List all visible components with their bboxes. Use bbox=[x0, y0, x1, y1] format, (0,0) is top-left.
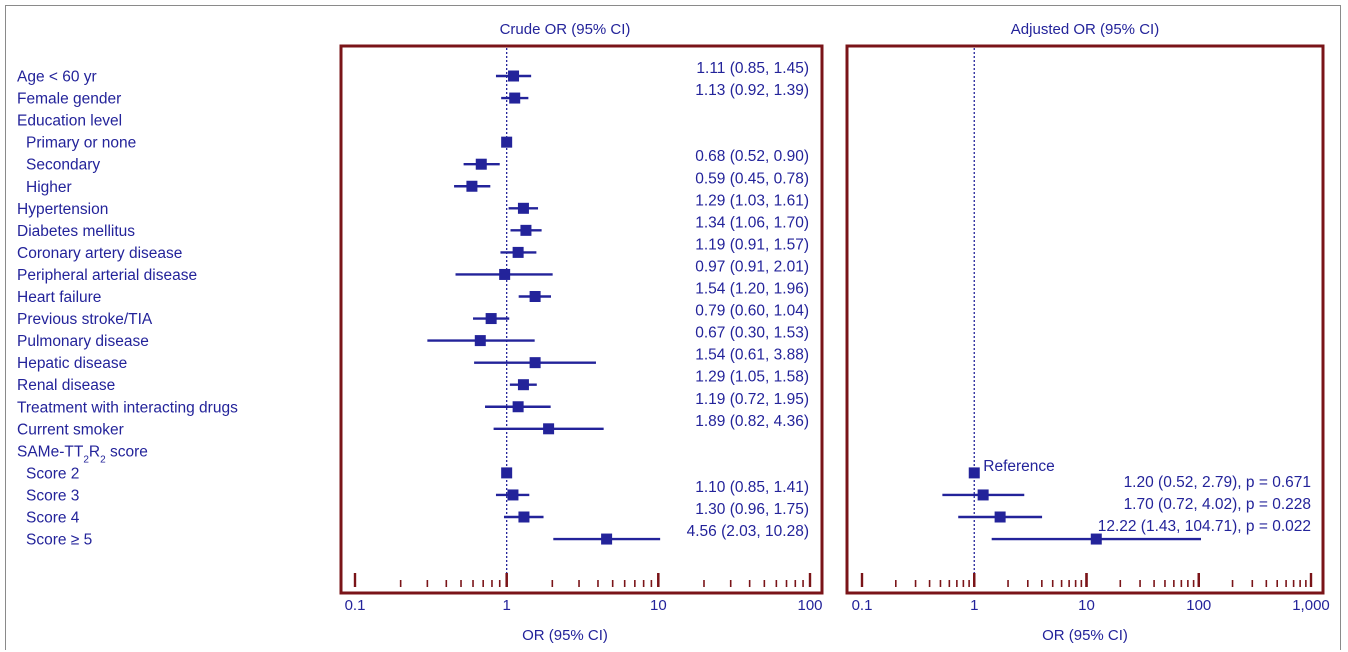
row-label-part: 2 bbox=[83, 454, 89, 465]
or-marker bbox=[994, 511, 1006, 523]
or-marker bbox=[968, 467, 980, 479]
x-tick-label: 0.1 bbox=[852, 597, 873, 614]
ci-value-label: 0.79 (0.60, 1.04) bbox=[695, 303, 809, 320]
ci-value-label: 0.67 (0.30, 1.53) bbox=[695, 325, 809, 342]
or-marker bbox=[517, 379, 529, 391]
or-marker bbox=[485, 313, 497, 325]
or-marker bbox=[977, 489, 989, 501]
ci-value-label: 1.30 (0.96, 1.75) bbox=[695, 501, 809, 518]
row-label: Score 2 bbox=[26, 465, 79, 482]
ci-value-label: 0.97 (0.91, 2.01) bbox=[695, 258, 809, 275]
x-tick-label: 10 bbox=[650, 597, 667, 614]
ci-value-label: 0.68 (0.52, 0.90) bbox=[695, 148, 809, 165]
panel-border bbox=[339, 44, 824, 595]
ci-value-label: 1.89 (0.82, 4.36) bbox=[695, 413, 809, 430]
or-marker bbox=[501, 467, 513, 479]
or-marker bbox=[543, 423, 555, 435]
row-label: Previous stroke/TIA bbox=[17, 311, 153, 328]
row-label: Education level bbox=[17, 113, 122, 130]
row-label: Score 4 bbox=[26, 510, 80, 527]
row-label: Score ≥ 5 bbox=[26, 532, 92, 549]
ci-value-label: 1.19 (0.91, 1.57) bbox=[695, 236, 809, 253]
ci-value-label: 1.29 (1.05, 1.58) bbox=[695, 369, 809, 386]
row-label: Coronary artery disease bbox=[17, 245, 182, 262]
panel-title: Crude OR (95% CI) bbox=[500, 21, 631, 38]
ci-value-label: 1.29 (1.03, 1.61) bbox=[695, 192, 809, 209]
row-label: Female gender bbox=[17, 91, 121, 108]
row-label: Heart failure bbox=[17, 289, 101, 306]
ci-value-label: 1.54 (1.20, 1.96) bbox=[695, 281, 809, 298]
panel-border bbox=[845, 44, 1325, 595]
row-label: Current smoker bbox=[17, 421, 124, 438]
ci-value-label: 1.10 (0.85, 1.41) bbox=[695, 479, 809, 496]
ci-value-label: 1.70 (0.72, 4.02), p = 0.228 bbox=[1124, 496, 1311, 513]
or-marker bbox=[499, 268, 511, 280]
panel-title: Adjusted OR (95% CI) bbox=[1011, 21, 1159, 38]
row-label: Secondary bbox=[26, 157, 100, 174]
x-tick-label: 1 bbox=[970, 597, 978, 614]
or-marker bbox=[475, 158, 487, 170]
row-label: Score 3 bbox=[26, 487, 79, 504]
x-tick-label: 10 bbox=[1078, 597, 1095, 614]
row-labels: Age < 60 yr Female gender Education level P… bbox=[17, 69, 238, 549]
or-marker bbox=[512, 401, 524, 413]
or-marker bbox=[501, 136, 513, 148]
ci-value-label: 1.13 (0.92, 1.39) bbox=[695, 82, 809, 99]
or-marker bbox=[508, 70, 520, 82]
row-label: Pulmonary disease bbox=[17, 333, 149, 350]
or-marker bbox=[509, 92, 521, 104]
x-tick-label: 100 bbox=[797, 597, 822, 614]
or-marker bbox=[529, 357, 541, 369]
or-marker bbox=[474, 335, 486, 347]
row-label: Diabetes mellitus bbox=[17, 223, 135, 240]
or-marker bbox=[517, 202, 529, 214]
row-label-part: score bbox=[106, 443, 148, 460]
row-label: SAMe-TT2R2 score bbox=[17, 443, 148, 465]
row-label: Higher bbox=[26, 179, 72, 196]
ci-value-label: 4.56 (2.03, 10.28) bbox=[687, 523, 809, 540]
ci-value-label: 12.22 (1.43, 104.71), p = 0.022 bbox=[1098, 518, 1311, 535]
row-label: Age < 60 yr bbox=[17, 69, 97, 86]
figure-frame bbox=[5, 5, 1341, 650]
row-label-part: R bbox=[89, 443, 100, 460]
ci-value-label: 1.54 (0.61, 3.88) bbox=[695, 347, 809, 364]
row-label-part: 2 bbox=[100, 454, 106, 465]
or-marker bbox=[520, 224, 532, 236]
x-axis-label: OR (95% CI) bbox=[1042, 627, 1128, 644]
crude-or-panel: Crude OR (95% CI) 0.1 1 10 100 OR (95% CI) 1.1… bbox=[339, 21, 824, 644]
or-marker bbox=[507, 489, 519, 501]
x-tick-label: 100 bbox=[1186, 597, 1211, 614]
row-label-part: SAMe-TT bbox=[17, 443, 84, 460]
ci-value-label: 0.59 (0.45, 0.78) bbox=[695, 170, 809, 187]
x-axis-label: OR (95% CI) bbox=[522, 627, 608, 644]
adjusted-or-panel: Adjusted OR (95% CI) 0.1 1 10 100 1,000 OR (95… bbox=[845, 21, 1330, 644]
ci-value-label: Reference bbox=[983, 458, 1055, 475]
row-label: Peripheral arterial disease bbox=[17, 267, 197, 284]
or-marker bbox=[518, 511, 530, 523]
x-tick-label: 0.1 bbox=[345, 597, 366, 614]
ci-value-label: 1.34 (1.06, 1.70) bbox=[695, 214, 809, 231]
row-label: Primary or none bbox=[26, 135, 136, 152]
or-marker bbox=[529, 291, 541, 302]
or-marker bbox=[601, 533, 613, 545]
row-label: Renal disease bbox=[17, 377, 115, 394]
x-tick-label: 1,000 bbox=[1292, 597, 1330, 614]
ci-value-label: 1.11 (0.85, 1.45) bbox=[696, 60, 809, 77]
or-marker bbox=[512, 246, 524, 258]
or-marker bbox=[466, 180, 478, 192]
or-marker bbox=[1090, 533, 1102, 545]
ci-value-label: 1.19 (0.72, 1.95) bbox=[695, 391, 809, 408]
row-label: Hepatic disease bbox=[17, 355, 127, 372]
ci-value-label: 1.20 (0.52, 2.79), p = 0.671 bbox=[1124, 474, 1311, 491]
row-label: Treatment with interacting drugs bbox=[17, 399, 238, 416]
row-label: Hypertension bbox=[17, 201, 108, 218]
x-tick-label: 1 bbox=[502, 597, 510, 614]
